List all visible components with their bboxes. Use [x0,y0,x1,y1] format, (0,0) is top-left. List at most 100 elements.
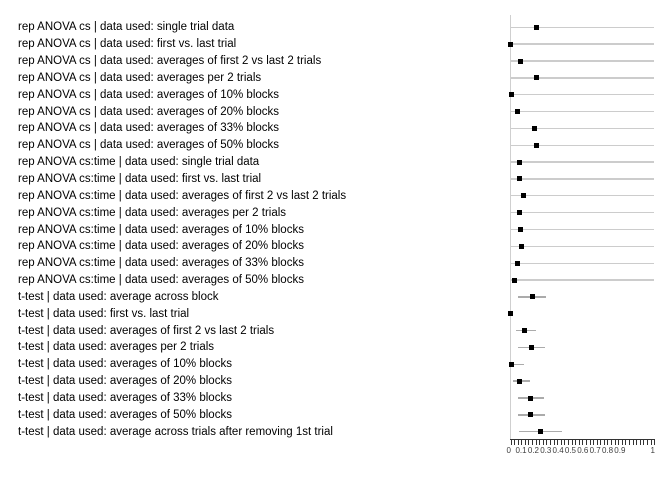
point-marker [509,361,515,367]
point-marker [516,210,522,216]
point-marker [533,24,539,30]
x-axis-tick [621,440,623,445]
x-axis-tick [589,440,591,445]
x-axis-tick [564,440,566,445]
x-tick-label: 0.9 [614,446,626,455]
row-label: t-test | data used: averages of 33% bloc… [18,392,232,404]
point-marker [518,227,524,232]
x-axis-tick [521,440,523,445]
ci-line [510,94,655,96]
row-label: t-test | data used: averages of 50% bloc… [18,408,232,421]
point-marker [515,109,521,115]
point-marker [533,75,539,81]
row-label: t-test | data used: first vs. last trial [18,307,190,320]
x-axis-tick [603,440,605,445]
row-label: rep ANOVA cs:time | data used: single tr… [18,156,260,169]
x-tick-label: 0.4 [552,446,564,455]
x-tick-label: 0.6 [577,446,589,455]
x-tick-label: 0.3 [540,446,552,455]
x-axis-tick [539,440,541,445]
x-axis-tick [625,440,627,445]
point-marker [516,159,522,165]
x-axis-tick [567,440,569,445]
x-axis-tick [629,440,631,445]
ci-line [510,211,655,214]
x-axis-line [509,439,656,441]
x-tick-label: 0.7 [589,446,601,455]
x-axis-tick [647,440,648,445]
x-axis-tick [614,440,616,445]
row-label: t-test | data used: averages of 10% bloc… [18,358,232,371]
ci-line [510,228,655,231]
row-label: rep ANOVA cs:time | data used: averages … [18,274,304,287]
x-axis-tick [514,440,516,445]
x-axis-tick [596,440,598,445]
x-tick-label: 0.2 [527,446,539,455]
x-tick-label: 0.5 [564,446,576,455]
x-tick-label: 1 [650,446,655,455]
x-axis-tick [654,440,656,445]
row-label: rep ANOVA cs | data used: averages per 2… [18,71,262,84]
row-label: rep ANOVA cs:time | data used: averages … [18,223,304,236]
point-marker [518,243,524,249]
ci-line [510,60,655,62]
point-marker [512,277,518,283]
point-marker [520,193,526,199]
x-axis-tick [575,440,577,445]
point-marker [515,260,521,266]
row-label: rep ANOVA cs | data used: averages of 33… [18,122,280,135]
x-tick-label: 0.8 [601,446,614,455]
x-axis-tick [582,440,584,445]
x-axis-tick [650,440,652,445]
x-axis-tick [636,440,638,445]
point-marker [529,294,535,300]
row-label: rep ANOVA cs | data used: single trial d… [18,21,235,34]
row-label: rep ANOVA cs:time | data used: averages … [18,206,287,219]
point-marker [518,58,524,64]
point-marker [516,176,522,182]
x-axis-tick [535,440,537,445]
row-label: rep ANOVA cs:time | data used: averages … [18,189,347,202]
x-axis-tick [632,440,634,445]
point-marker [508,41,513,47]
ci-line [510,161,655,163]
x-axis-tick [528,440,530,445]
row-label: t-test | data used: averages of 20% bloc… [18,375,232,388]
ci-line [510,195,655,197]
x-axis-tick [524,440,526,445]
ci-line [510,363,525,365]
row-label: rep ANOVA cs:time | data used: averages … [18,240,304,253]
x-axis-tick [571,440,573,445]
ci-line [510,178,655,180]
x-axis-tick [643,440,645,445]
x-axis-tick [542,440,544,445]
point-marker [509,92,515,98]
row-label: rep ANOVA cs:time | data used: first vs.… [18,172,262,185]
ci-line [510,279,655,281]
x-tick-label: 0.1 [515,446,527,455]
x-axis-tick [550,440,552,445]
row-label: rep ANOVA cs | data used: first vs. last… [18,38,237,51]
x-axis-tick [639,440,641,445]
row-label: t-test | data used: average across block [18,290,219,303]
point-marker [517,378,523,384]
ci-line [510,110,655,113]
x-axis-tick [517,440,519,445]
row-label: rep ANOVA cs | data used: averages of 10… [18,88,280,101]
point-marker [533,142,539,148]
x-axis-tick [532,440,534,445]
ci-line [510,262,655,264]
point-marker [528,344,534,350]
ci-line [510,127,655,130]
x-axis-tick [557,440,559,445]
row-label: rep ANOVA cs | data used: averages of fi… [18,55,322,67]
x-axis-tick [611,440,613,445]
ci-line [510,245,655,248]
x-axis-tick [553,440,555,445]
row-label: t-test | data used: averages of first 2 … [18,324,275,337]
row-label: t-test | data used: averages per 2 trial… [18,341,215,354]
ci-line [510,77,655,79]
ci-line [510,43,655,45]
row-label: rep ANOVA cs | data used: averages of 50… [18,139,280,152]
x-axis-tick [510,440,512,445]
